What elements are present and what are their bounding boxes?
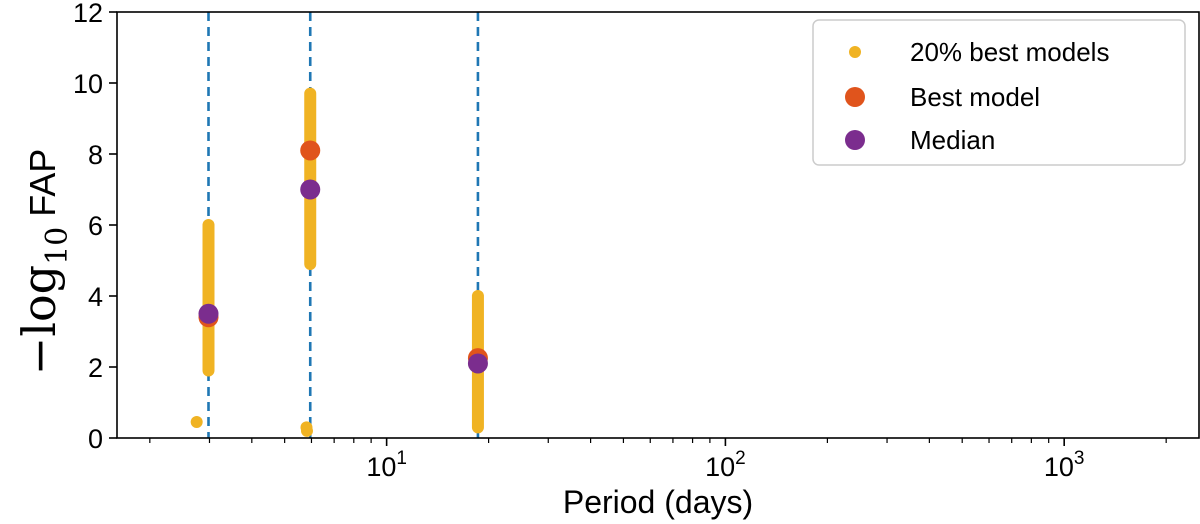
x-axis: 101 102 103 bbox=[149, 438, 1167, 482]
best-models-point bbox=[190, 416, 203, 429]
best-model-point bbox=[300, 140, 321, 161]
x-tick-label: 103 bbox=[1044, 448, 1085, 482]
y-axis-label: −log10 FAP bbox=[12, 149, 75, 376]
x-axis-label: Period (days) bbox=[563, 484, 753, 520]
y-tick-label: 2 bbox=[88, 353, 103, 383]
legend-marker-median bbox=[845, 130, 865, 150]
legend-label-median: Median bbox=[910, 125, 995, 155]
y-tick-label: 10 bbox=[73, 69, 103, 99]
y-axis: 0 2 4 6 8 10 12 bbox=[73, 0, 117, 454]
legend-box bbox=[812, 19, 1186, 166]
x-tick-label: 101 bbox=[366, 448, 407, 482]
y-axis-label-prefix: −log bbox=[12, 265, 66, 375]
plot-area bbox=[116, 11, 1200, 439]
y-tick-label: 0 bbox=[88, 424, 103, 454]
legend: 20% best models Best model Median bbox=[812, 19, 1186, 166]
series-layer bbox=[190, 87, 488, 437]
y-axis-label-suffix: FAP bbox=[22, 149, 63, 227]
median-point bbox=[467, 353, 488, 374]
y-axis-label-subscript: 10 bbox=[40, 227, 75, 265]
median-point bbox=[300, 179, 321, 200]
vertical-reference-lines bbox=[207, 12, 480, 438]
median-point bbox=[198, 303, 219, 324]
y-tick-label: 12 bbox=[73, 0, 103, 28]
x-tick-label: 102 bbox=[705, 448, 746, 482]
legend-label-20pct-best: 20% best models bbox=[910, 37, 1109, 67]
legend-label-best-model: Best model bbox=[910, 82, 1040, 112]
y-tick-label: 6 bbox=[88, 211, 103, 241]
svg-text:−log10 FAP: −log10 FAP bbox=[12, 149, 75, 376]
y-tick-label: 8 bbox=[88, 140, 103, 170]
best-models-point bbox=[300, 424, 313, 437]
y-tick-label: 4 bbox=[88, 282, 103, 312]
legend-marker-20pct-best bbox=[849, 46, 861, 58]
legend-marker-best-model bbox=[845, 87, 865, 107]
